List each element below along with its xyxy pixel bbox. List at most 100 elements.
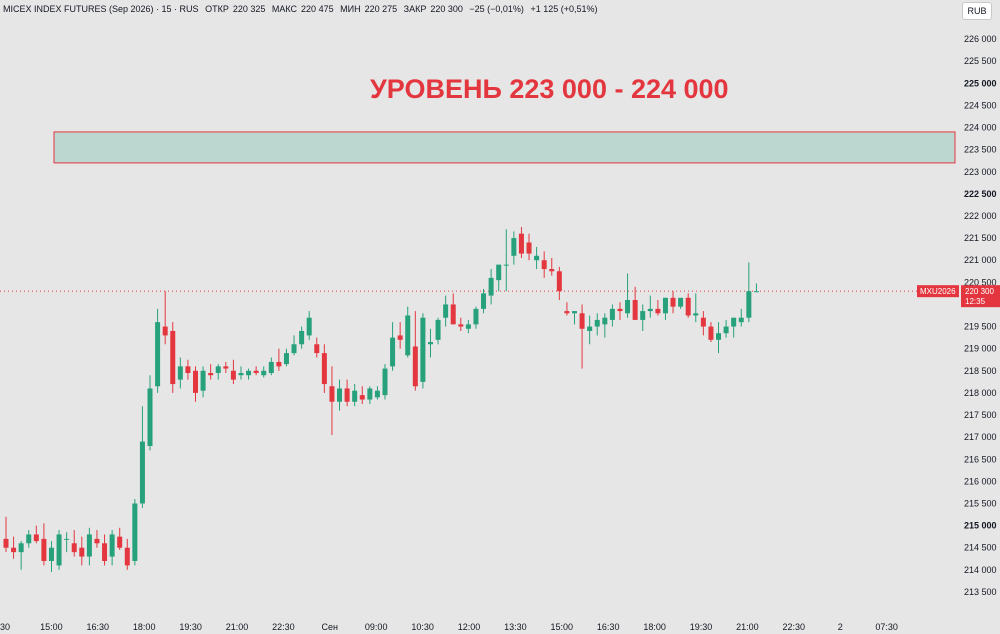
candle (625, 273, 631, 318)
candle (124, 538, 130, 570)
chart-header: MICEX INDEX FUTURES (Sep 2026) · 15 · RU… (3, 4, 602, 14)
candle-body (109, 534, 115, 557)
candle (374, 386, 380, 400)
candle (738, 308, 744, 327)
candle-body (450, 304, 456, 325)
price-axis[interactable]: 226 000 225 500 225 000 224 500 224 000 223 5… (964, 34, 997, 597)
candle-body (374, 390, 380, 398)
candle (276, 348, 282, 371)
candle-body (41, 538, 47, 561)
candle (488, 269, 494, 305)
price-tag-value: 220 300 (965, 287, 994, 296)
candle-body (518, 233, 524, 254)
candle (640, 304, 646, 331)
candle-body (587, 326, 593, 331)
candle (64, 532, 70, 553)
candle-body (193, 370, 198, 393)
time-axis[interactable]: 30 15:00 16:30 18:00 19:30 21:00 22:30 Сен 09:00… (0, 622, 898, 632)
candle (390, 322, 396, 371)
candle (443, 295, 449, 327)
x-tick-label: 12:00 (458, 622, 481, 632)
candle (609, 304, 615, 327)
candle (253, 366, 259, 376)
candle (549, 258, 555, 276)
y-tick-label: 222 000 (964, 211, 997, 221)
change-value: −25 (−0,01%) (469, 4, 524, 14)
candle-body (261, 370, 267, 376)
candle (132, 499, 138, 566)
candle (723, 319, 729, 338)
y-tick-label: 220 500 (964, 277, 997, 287)
candle (162, 291, 168, 345)
candle-body (291, 344, 297, 354)
candle-body (579, 313, 585, 329)
candle (193, 366, 198, 402)
y-tick-label: 225 000 (964, 78, 997, 88)
candle-body (678, 297, 684, 307)
candle-body (79, 547, 85, 557)
candle (71, 530, 77, 557)
candle-body (306, 317, 312, 336)
price-tag-countdown: 12:35 (965, 297, 986, 306)
high-label: МАКС (271, 4, 298, 14)
candle (102, 534, 108, 566)
candle (56, 530, 62, 570)
currency-button[interactable]: RUB (962, 2, 992, 20)
candle-body (549, 269, 555, 272)
candle (617, 302, 623, 320)
candle (299, 326, 305, 349)
candle-body (33, 534, 39, 542)
candle (450, 293, 456, 325)
candle (139, 406, 145, 508)
level-annotation: УРОВЕНЬ 223 000 - 224 000 (370, 74, 729, 104)
candle-body (359, 395, 365, 400)
candle-body (337, 388, 343, 402)
x-tick-label: 22:30 (783, 622, 806, 632)
candle-body (662, 297, 668, 314)
candle (693, 293, 699, 323)
candle (746, 262, 752, 323)
x-tick-label: 10:30 (411, 622, 434, 632)
x-tick-label: Сен (322, 622, 339, 632)
candle-body (299, 330, 305, 345)
candle (556, 266, 562, 301)
candle (496, 264, 502, 292)
candle-body (473, 308, 479, 325)
candle-body (640, 311, 646, 320)
candle (147, 375, 153, 451)
x-tick-label: 21:00 (226, 622, 249, 632)
candle-body (632, 300, 638, 320)
candle (26, 530, 32, 548)
candle-body (746, 291, 752, 318)
candle-body (367, 388, 373, 400)
candle-body (670, 297, 676, 307)
y-tick-label: 223 000 (964, 167, 997, 177)
candle (420, 313, 426, 389)
candle (314, 337, 320, 358)
candle (306, 311, 312, 340)
candle-body (427, 342, 433, 345)
candle-body (230, 370, 236, 380)
open-value: 220 325 (232, 4, 266, 14)
y-tick-label: 214 000 (964, 565, 997, 575)
candle-body (238, 373, 244, 376)
candle (685, 293, 691, 318)
level-zone[interactable] (53, 131, 956, 164)
x-tick-label: 16:30 (597, 622, 620, 632)
candle (647, 295, 653, 318)
candle (405, 306, 411, 358)
y-tick-label: 217 500 (964, 410, 997, 420)
candle (291, 335, 297, 356)
candle-body (541, 260, 547, 270)
candle-body (268, 361, 274, 373)
candlestick-series (3, 227, 759, 573)
candle-body (647, 308, 653, 312)
candle (223, 361, 229, 373)
candle-body (693, 313, 699, 316)
y-tick-label: 221 000 (964, 255, 997, 265)
candle (344, 379, 350, 407)
candle-body (443, 304, 449, 318)
candle (564, 302, 570, 316)
candle-body (223, 366, 229, 369)
